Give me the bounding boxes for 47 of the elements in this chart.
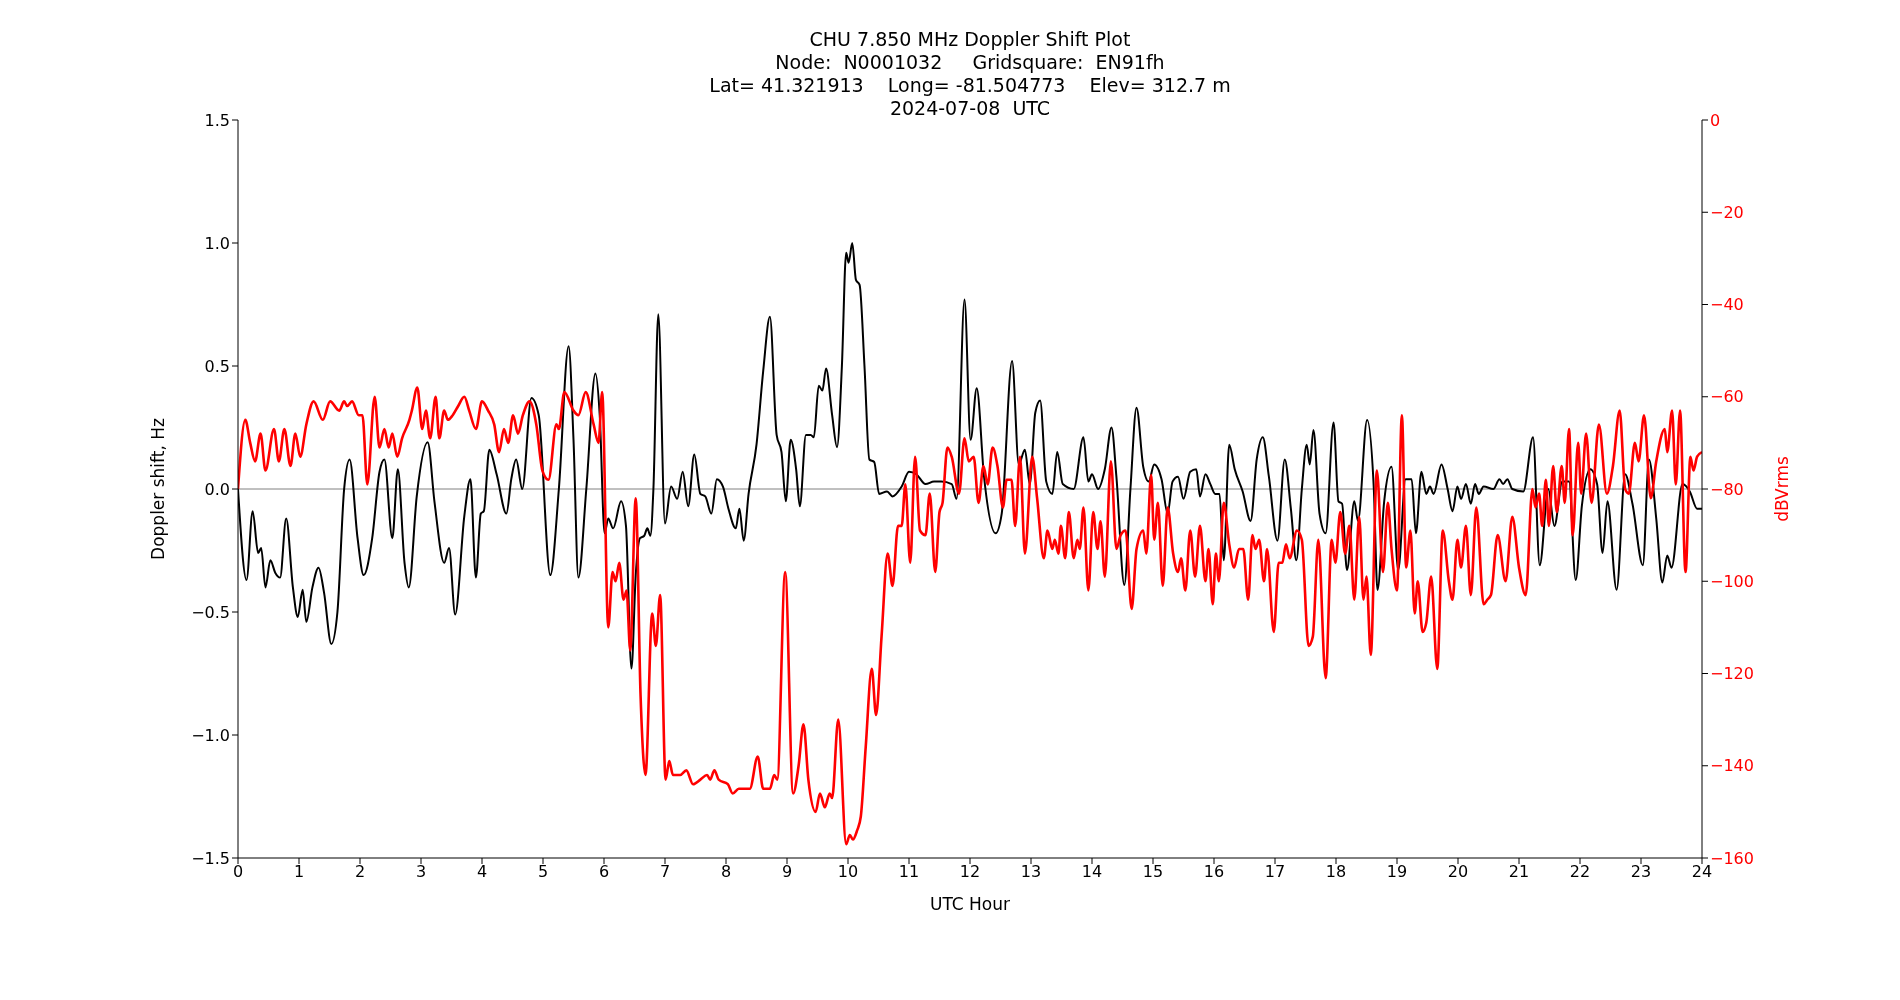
y2-axis-title: dBVrms — [1772, 456, 1793, 522]
x-tick-label: 24 — [1691, 862, 1713, 882]
y2-tick-label: −20 — [1710, 202, 1744, 222]
y2-tick-label: −140 — [1710, 756, 1754, 776]
y-tick-label: −0.5 — [191, 602, 230, 622]
y2-tick-label: −60 — [1710, 387, 1744, 407]
x-tick-label: 10 — [837, 862, 859, 882]
y-axis-title: Doppler shift, Hz — [148, 417, 169, 560]
x-tick-label: 2 — [354, 862, 366, 882]
y-tick-label: 1.0 — [204, 233, 230, 253]
x-tick-label: 18 — [1325, 862, 1347, 882]
x-tick-label: 22 — [1569, 862, 1591, 882]
x-tick-label: 17 — [1264, 862, 1286, 882]
y2-tick-label: −40 — [1710, 295, 1744, 315]
x-tick-label: 20 — [1447, 862, 1469, 882]
x-tick-label: 7 — [659, 862, 671, 882]
x-tick-label: 23 — [1630, 862, 1652, 882]
chart-title: CHU 7.850 MHz Doppler Shift Plot — [808, 28, 1132, 51]
x-axis-title: UTC Hour — [929, 894, 1011, 914]
x-tick-label: 5 — [537, 862, 549, 882]
x-tick-label: 0 — [232, 862, 244, 882]
y-tick-label: −1.0 — [191, 725, 230, 745]
y-tick-label: −1.5 — [191, 848, 230, 868]
y2-tick-label: −80 — [1710, 479, 1744, 499]
x-tick-label: 21 — [1508, 862, 1530, 882]
y-tick-label: 0.5 — [204, 356, 230, 376]
y2-tick-label: −100 — [1710, 571, 1754, 591]
x-tick-label: 11 — [898, 862, 920, 882]
x-tick-label: 9 — [781, 862, 793, 882]
x-tick-label: 19 — [1386, 862, 1408, 882]
y-tick-label: 0.0 — [204, 479, 230, 499]
x-tick-label: 12 — [959, 862, 981, 882]
x-tick-label: 3 — [415, 862, 427, 882]
x-tick-label: 8 — [720, 862, 732, 882]
x-tick-label: 16 — [1203, 862, 1225, 882]
y2-tick-label: −160 — [1710, 848, 1754, 868]
y2-tick-label: 0 — [1710, 110, 1721, 130]
x-tick-label: 13 — [1020, 862, 1042, 882]
x-tick-label: 4 — [476, 862, 488, 882]
x-tick-label: 6 — [598, 862, 610, 882]
line-series — [238, 386, 1702, 846]
x-tick-label: 1 — [293, 862, 305, 882]
x-tick-label: 15 — [1142, 862, 1164, 882]
chart-subtitle: Node: N0001032 Gridsquare: EN91fh Lat= 41.321913 Long= -81.504773 Elev= 312.7 m 2024-07-08 UTC — [708, 51, 1232, 120]
y-tick-label: 1.5 — [204, 110, 230, 130]
y2-tick-label: −120 — [1710, 664, 1754, 684]
x-tick-label: 14 — [1081, 862, 1103, 882]
